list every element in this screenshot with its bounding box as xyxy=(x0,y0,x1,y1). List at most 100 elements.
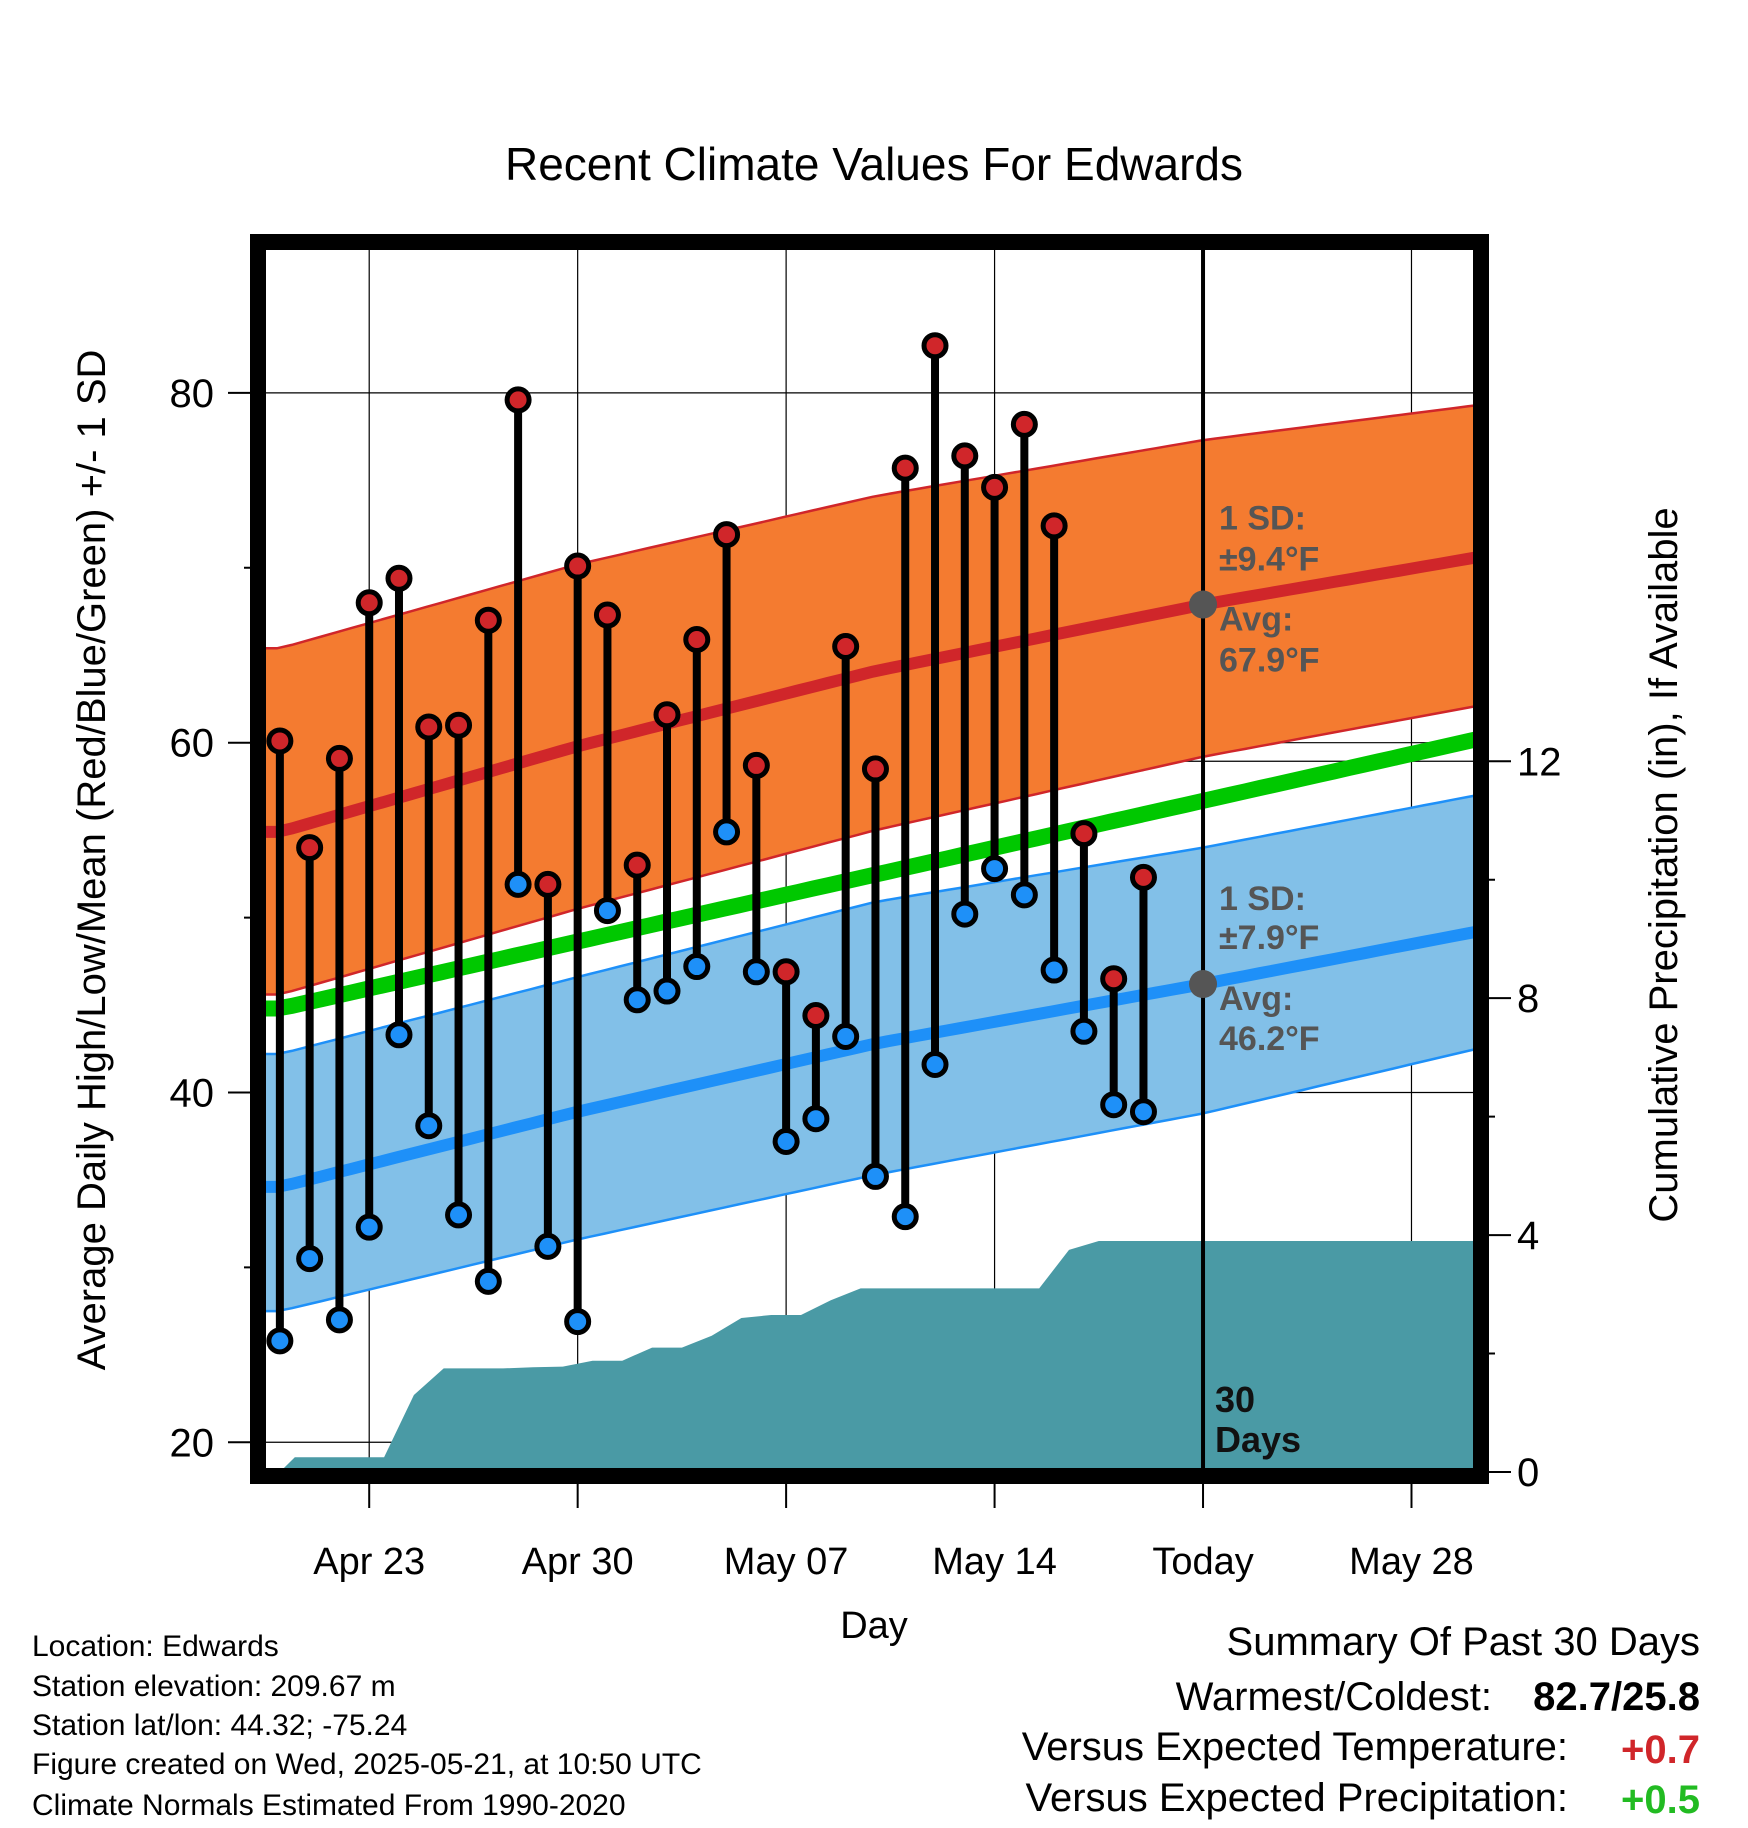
low-sd-value: ±7.9°F xyxy=(1219,919,1319,957)
observed-low-point xyxy=(742,958,770,986)
observed-low-point xyxy=(296,1245,324,1273)
high-avg-label: Avg: xyxy=(1219,601,1293,639)
warmest-value: 82.7/25.8 xyxy=(1533,1675,1700,1719)
observed-low-point xyxy=(832,1023,860,1051)
observed-low-point xyxy=(981,855,1009,883)
observed-low-point xyxy=(1100,1091,1128,1119)
high-sd-value: ±9.4°F xyxy=(1219,541,1319,579)
high-sd-band xyxy=(262,405,1477,995)
y-tick-label: 60 xyxy=(170,722,215,766)
observed-high-point xyxy=(504,386,532,414)
observed-high-point xyxy=(266,727,294,755)
observed-low-point xyxy=(385,1021,413,1049)
observed-high-point xyxy=(832,633,860,661)
plot-frame xyxy=(250,234,1489,1484)
observed-high-point xyxy=(296,834,324,862)
precip-value: +0.5 xyxy=(1621,1778,1700,1822)
observed-high-point xyxy=(593,601,621,629)
y-tick-label: 20 xyxy=(170,1421,215,1465)
y-axis-label: Average Daily High/Low/Mean (Red/Blue/Gr… xyxy=(70,350,114,1371)
days-label-number: 30 xyxy=(1215,1379,1255,1420)
observed-low-point xyxy=(593,897,621,925)
y-tick-label: 40 xyxy=(170,1071,215,1115)
observed-low-point xyxy=(504,870,532,898)
location-text: Location: Edwards xyxy=(32,1630,279,1663)
y2-tick-label: 0 xyxy=(1517,1451,1539,1495)
precip-label: Versus Expected Precipitation: xyxy=(1025,1776,1568,1820)
observed-high-point xyxy=(1129,863,1157,891)
observed-high-point xyxy=(921,332,949,360)
observed-high-point xyxy=(653,701,681,729)
observed-high-point xyxy=(445,711,473,739)
today-low-avg-marker xyxy=(1189,970,1218,999)
observed-high-point xyxy=(534,870,562,898)
observed-low-point xyxy=(355,1213,383,1241)
observed-high-point xyxy=(355,589,383,617)
x-tick-label: May 07 xyxy=(724,1541,849,1583)
observed-high-point xyxy=(861,755,889,783)
observed-low-point xyxy=(772,1127,800,1155)
observed-high-point xyxy=(325,744,353,772)
observed-low-point xyxy=(713,818,741,846)
precipitation-area xyxy=(279,1241,1477,1472)
y2-axis-label: Cumulative Precipitation (in), If Availa… xyxy=(1642,507,1686,1222)
observed-low-point xyxy=(445,1201,473,1229)
observed-high-point xyxy=(713,521,741,549)
normal-high-line xyxy=(262,551,1477,838)
observed-high-point xyxy=(1070,820,1098,848)
observed-high-point xyxy=(474,606,502,634)
observed-low-point xyxy=(802,1105,830,1133)
observed-low-point xyxy=(951,900,979,928)
y-tick-label: 80 xyxy=(170,372,215,416)
x-axis-label: Day xyxy=(840,1605,908,1647)
normals-text: Climate Normals Estimated From 1990-2020 xyxy=(32,1789,626,1822)
observed-high-point xyxy=(564,552,592,580)
warmest-label: Warmest/Coldest: xyxy=(1175,1675,1492,1719)
x-tick-label: Apr 30 xyxy=(522,1541,634,1583)
created-text: Figure created on Wed, 2025-05-21, at 10… xyxy=(32,1748,702,1781)
observed-high-point xyxy=(802,1002,830,1030)
observed-high-point xyxy=(1040,512,1068,540)
observed-high-point xyxy=(951,442,979,470)
observed-low-point xyxy=(683,953,711,981)
temp-label: Versus Expected Temperature: xyxy=(1021,1725,1568,1769)
low-avg-label: Avg: xyxy=(1219,980,1293,1018)
x-tick-label: Today xyxy=(1152,1541,1253,1583)
observed-high-point xyxy=(623,851,651,879)
high-avg-value: 67.9°F xyxy=(1219,642,1320,680)
low-sd-band xyxy=(262,795,1477,1312)
observed-low-point xyxy=(415,1112,443,1140)
observed-low-point xyxy=(266,1327,294,1355)
observed-high-point xyxy=(1010,410,1038,438)
observed-low-point xyxy=(534,1232,562,1260)
observed-high-point xyxy=(683,626,711,654)
observed-low-point xyxy=(653,977,681,1005)
summary-title: Summary Of Past 30 Days xyxy=(1226,1620,1700,1664)
observed-low-point xyxy=(1040,956,1068,984)
observed-low-point xyxy=(921,1050,949,1078)
latlon-text: Station lat/lon: 44.32; -75.24 xyxy=(32,1709,408,1742)
plot-interior xyxy=(262,246,1477,1472)
observed-high-point xyxy=(415,713,443,741)
observed-low-point xyxy=(474,1267,502,1295)
observed-low-point xyxy=(1010,881,1038,909)
observed-low-point xyxy=(623,986,651,1014)
chart-title: Recent Climate Values For Edwards xyxy=(505,138,1243,190)
observed-high-point xyxy=(385,564,413,592)
low-sd-label: 1 SD: xyxy=(1219,880,1306,918)
observed-low-point xyxy=(325,1306,353,1334)
observed-high-point xyxy=(742,751,770,779)
high-sd-label: 1 SD: xyxy=(1219,500,1306,538)
low-avg-value: 46.2°F xyxy=(1219,1020,1320,1058)
elevation-text: Station elevation: 209.67 m xyxy=(32,1670,396,1703)
x-tick-label: May 28 xyxy=(1349,1541,1474,1583)
x-tick-label: Apr 23 xyxy=(313,1541,425,1583)
observed-low-point xyxy=(861,1162,889,1190)
today-high-avg-marker xyxy=(1189,590,1218,619)
y2-tick-label: 12 xyxy=(1517,740,1562,784)
observed-low-point xyxy=(1129,1098,1157,1126)
observed-low-point xyxy=(1070,1017,1098,1045)
y2-tick-label: 8 xyxy=(1517,977,1539,1021)
